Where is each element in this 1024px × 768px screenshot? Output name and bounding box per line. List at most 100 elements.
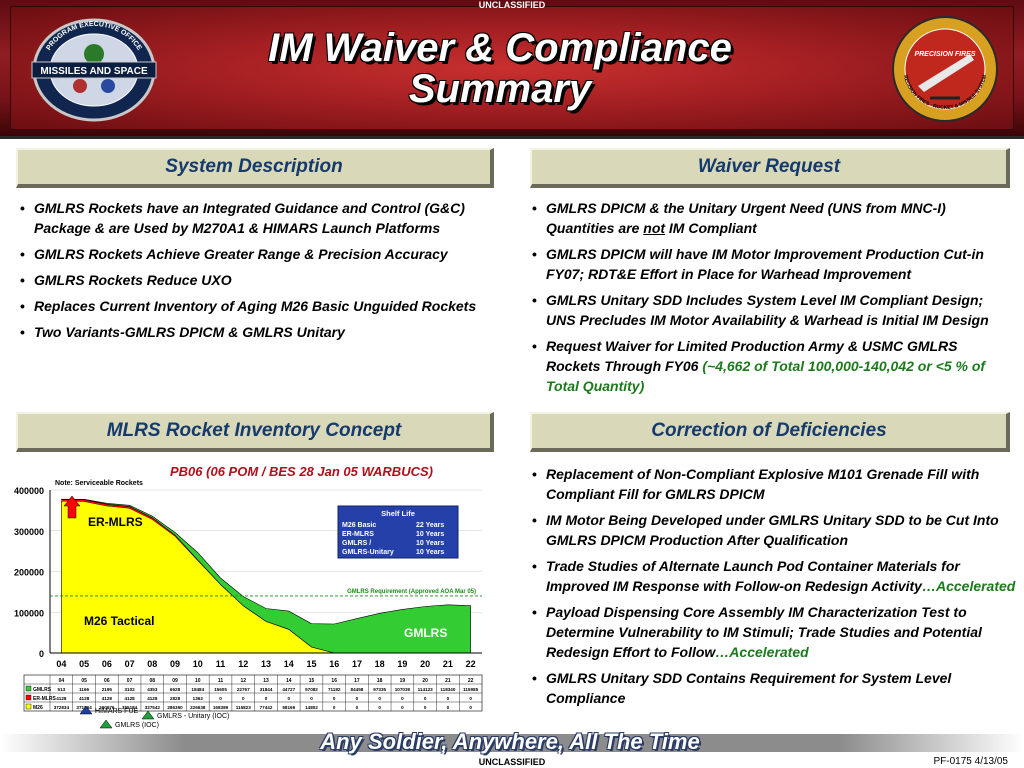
shelf-life-name: GMLRS / <box>342 540 371 547</box>
y-tick-label: 300000 <box>14 527 44 537</box>
x-tick-label: 04 <box>56 659 66 669</box>
table-cell: 0 <box>219 696 222 701</box>
title-line-1: IM Waiver & Compliance <box>268 26 732 70</box>
accelerated-tag: …Accelerated <box>715 644 809 660</box>
table-cell: 0 <box>447 705 450 710</box>
table-header-cell: 11 <box>218 678 224 684</box>
table-cell: 372834 <box>54 705 70 710</box>
table-cell: 371964 <box>76 705 92 710</box>
table-header-cell: 16 <box>331 678 337 684</box>
table-header-cell: 10 <box>195 678 201 684</box>
table-header-cell: 19 <box>400 678 406 684</box>
table-cell: 168389 <box>213 705 229 710</box>
table-cell: 2828 <box>170 696 181 701</box>
table-header-cell: 06 <box>104 678 110 684</box>
table-cell: 15605 <box>214 687 227 692</box>
milestone-label: GMLRS - Unitary (IOC) <box>157 713 229 720</box>
table-header-cell: 20 <box>422 678 428 684</box>
table-legend-swatch <box>25 703 32 710</box>
shelf-life-name: ER-MLRS <box>342 531 374 538</box>
x-tick-label: 19 <box>397 659 407 669</box>
table-cell: 44727 <box>282 687 295 692</box>
milestone-label: HIMARS FUE <box>95 708 139 715</box>
shelf-life-value: 22 Years <box>416 522 444 529</box>
list-item: IM Motor Being Developed under GMLRS Uni… <box>530 510 1022 550</box>
x-tick-label: 17 <box>352 659 362 669</box>
table-cell: 18484 <box>191 687 204 692</box>
shelf-life-name: GMLRS-Unitary <box>342 549 394 556</box>
table-header-cell: 13 <box>263 678 269 684</box>
inventory-concept-header: MLRS Rocket Inventory Concept <box>16 412 494 452</box>
table-header-cell: 12 <box>240 678 246 684</box>
table-cell: 0 <box>401 705 404 710</box>
system-description-list: GMLRS Rockets have an Integrated Guidanc… <box>18 198 488 348</box>
table-cell: 2195 <box>102 687 113 692</box>
table-cell: 226638 <box>190 705 206 710</box>
table-header-cell: 08 <box>150 678 156 684</box>
x-tick-label: 10 <box>193 659 203 669</box>
accelerated-tag: …Accelerated <box>921 578 1016 594</box>
shelf-life-value: 10 Years <box>416 549 444 556</box>
x-tick-label: 05 <box>79 659 89 669</box>
table-header-cell: 14 <box>286 678 292 684</box>
table-cell: 0 <box>356 696 359 701</box>
shelf-life-value: 10 Years <box>416 540 444 547</box>
table-cell: 0 <box>424 696 427 701</box>
table-cell: 0 <box>333 696 336 701</box>
table-cell: 0 <box>333 705 336 710</box>
table-header-cell: 09 <box>172 678 178 684</box>
requirement-label: GMLRS Requirement (Approved AOA Mar 05) <box>347 589 476 595</box>
footer-band <box>0 734 1024 752</box>
table-header-cell: 18 <box>377 678 383 684</box>
table-cell: 0 <box>287 696 290 701</box>
milestone-triangle <box>79 705 93 715</box>
list-item: Payload Dispensing Core Assembly IM Char… <box>530 602 1022 662</box>
shelf-life-box <box>337 505 459 559</box>
system-description-header: System Description <box>16 148 494 188</box>
y-tick-label: 400000 <box>14 486 44 496</box>
table-header-cell: 22 <box>468 678 474 684</box>
waiver-request-header: Waiver Request <box>530 148 1010 188</box>
x-tick-label: 07 <box>125 659 135 669</box>
list-item: GMLRS Rockets Reduce UXO <box>18 270 488 290</box>
right-logo-text: PRECISION FIRES <box>914 51 975 58</box>
table-cell: 0 <box>447 696 450 701</box>
x-tick-label: 15 <box>306 659 316 669</box>
table-legend-swatch <box>25 685 32 692</box>
table-cell: 0 <box>356 705 359 710</box>
x-tick-label: 09 <box>170 659 180 669</box>
table-cell: 4128 <box>79 696 90 701</box>
table-cell: 513 <box>58 687 66 692</box>
table-cell: 4128 <box>124 696 135 701</box>
header-panel <box>10 6 1014 130</box>
shelf-life-value: 10 Years <box>416 531 444 538</box>
table-cell: 4128 <box>56 696 67 701</box>
series-label-gmlrs: GMLRS <box>404 626 447 640</box>
table-header-cell: 17 <box>354 678 360 684</box>
table-cell: 0 <box>424 705 427 710</box>
list-item: Replacement of Non-Compliant Explosive M… <box>530 464 1022 504</box>
table-cell: 58169 <box>282 705 295 710</box>
table-cell: 84458 <box>351 687 364 692</box>
header-banner <box>0 0 1024 139</box>
x-tick-label: 18 <box>375 659 385 669</box>
table-row-label: M26 <box>33 705 43 711</box>
table-cell: 0 <box>265 696 268 701</box>
table-cell: 327542 <box>145 705 161 710</box>
milestone-label: GMLRS (IOC) <box>115 722 159 729</box>
table-cell: 360976 <box>99 705 115 710</box>
table-cell: 0 <box>469 705 472 710</box>
left-logo-text: MISSILES AND SPACE <box>40 66 148 77</box>
list-item: GMLRS DPICM & the Unitary Urgent Need (U… <box>530 198 1000 238</box>
table-cell: 14802 <box>305 705 318 710</box>
table-cell: 118340 <box>440 687 456 692</box>
table-header-cell: 05 <box>81 678 87 684</box>
table-header-cell: 15 <box>309 678 315 684</box>
table-cell: 22767 <box>237 687 250 692</box>
title-line-2: Summary <box>408 67 592 111</box>
chart-note: Note: Serviceable Rockets <box>55 480 143 487</box>
milestone-triangle <box>141 710 155 720</box>
x-tick-label: 16 <box>329 659 339 669</box>
table-cell: 0 <box>378 696 381 701</box>
emphasis-not: not <box>643 220 666 236</box>
